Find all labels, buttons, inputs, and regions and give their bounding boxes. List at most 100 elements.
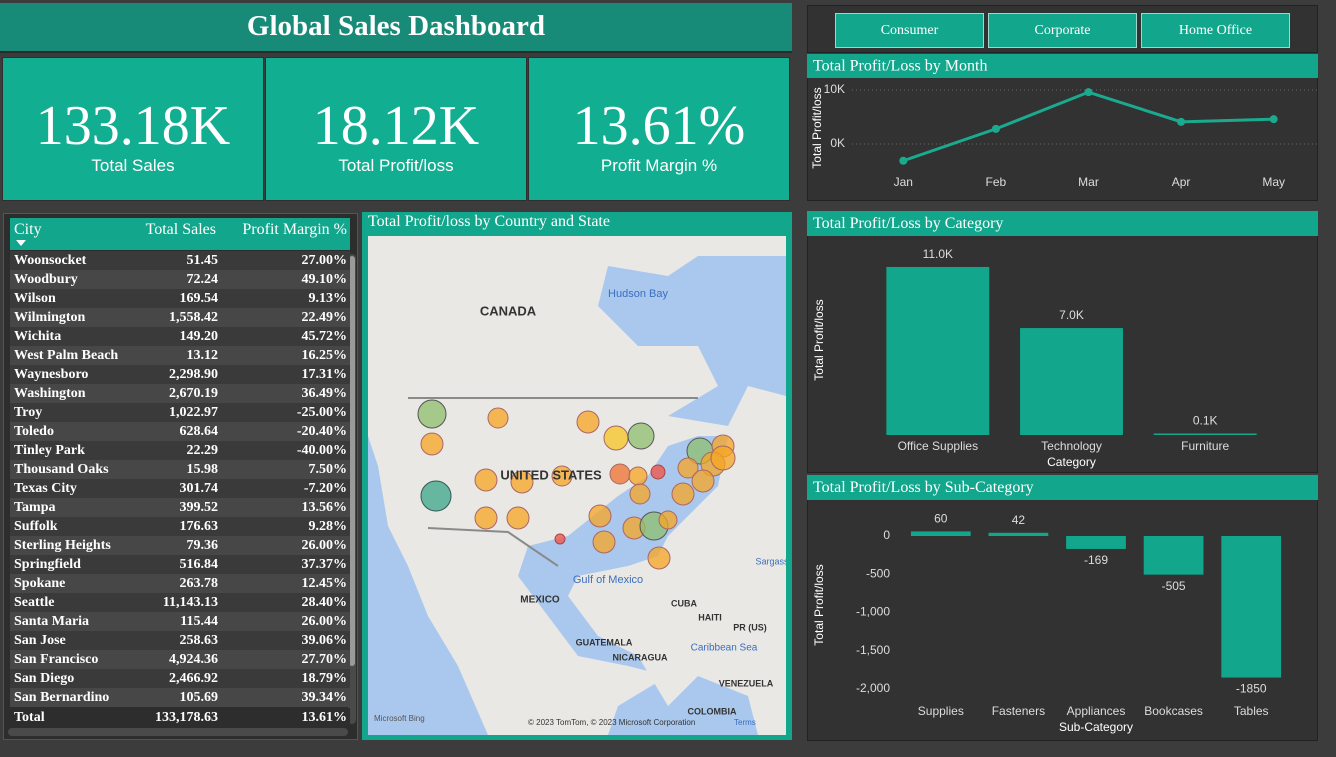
table-row: Suffolk 176.63 9.28% xyxy=(10,517,350,536)
table-cell: 39.34% xyxy=(301,690,348,705)
y-tick-label: 0K xyxy=(830,136,845,150)
table-cell: 105.69 xyxy=(179,690,219,705)
table-cell: 72.24 xyxy=(186,272,219,287)
table-cell: West Palm Beach xyxy=(14,348,119,363)
data-label: 7.0K xyxy=(1059,308,1084,322)
dashboard-title: Global Sales Dashboard xyxy=(0,3,792,53)
table-cell: 13.12 xyxy=(186,348,219,363)
slicer-button[interactable]: Consumer xyxy=(835,13,984,48)
table-cell: 9.13% xyxy=(308,291,348,306)
y-tick-label: 10K xyxy=(824,82,845,96)
y-axis-title: Total Profit/loss xyxy=(812,564,826,645)
table-row: Wilson 169.54 9.13% xyxy=(10,289,350,308)
table-row: Tinley Park 22.29 -40.00% xyxy=(10,441,350,460)
table-cell: Wilson xyxy=(14,291,56,306)
table-cell: 49.10% xyxy=(301,272,348,287)
table-cell: 4,924.36 xyxy=(169,652,218,667)
x-tick-label: Tables xyxy=(1234,704,1269,718)
table-cell: 1,022.97 xyxy=(169,405,218,420)
slicer-button[interactable]: Home Office xyxy=(1141,13,1290,48)
x-tick-label: Fasteners xyxy=(992,704,1045,718)
column-header[interactable]: Total Sales xyxy=(145,221,216,238)
map-label: Caribbean Sea xyxy=(691,643,758,654)
kpi-card: 133.18K Total Sales xyxy=(2,57,264,201)
table-cell: 16.25% xyxy=(301,348,348,363)
table-cell: 15.98 xyxy=(186,462,219,477)
table-cell: 516.84 xyxy=(179,557,219,572)
table-cell: 176.63 xyxy=(179,519,219,534)
x-axis-title: Category xyxy=(1047,455,1096,469)
total-row: Total 133,178.63 13.61% xyxy=(10,708,350,727)
map-panel: Total Profit/loss by Country and State xyxy=(362,212,792,740)
table-cell: San Diego xyxy=(14,671,75,686)
slicer-button[interactable]: Corporate xyxy=(988,13,1137,48)
table-cell: 26.00% xyxy=(301,614,348,629)
panel-header xyxy=(807,211,1318,236)
table-cell: 27.00% xyxy=(301,253,348,268)
map-label: Hudson Bay xyxy=(608,288,668,300)
table-cell: Springfield xyxy=(14,557,81,572)
table-row: Wilmington 1,558.42 22.49% xyxy=(10,308,350,327)
data-label: -1850 xyxy=(1236,682,1267,696)
table-cell: 27.70% xyxy=(301,652,348,667)
x-tick-label: May xyxy=(1262,175,1285,189)
kpi-card: 18.12K Total Profit/loss xyxy=(265,57,527,201)
table-row: Woonsocket 51.45 27.00% xyxy=(10,251,350,270)
table-row: San Diego 2,466.92 18.79% xyxy=(10,669,350,688)
data-label: 60 xyxy=(934,512,948,526)
table-row: San Francisco 4,924.36 27.70% xyxy=(10,650,350,669)
column-header[interactable]: City xyxy=(14,221,42,238)
table-row: Washington 2,670.19 36.49% xyxy=(10,384,350,403)
x-tick-label: Office Supplies xyxy=(898,439,979,453)
line xyxy=(902,90,1274,163)
table-cell: 258.63 xyxy=(179,633,219,648)
table-cell: Total xyxy=(14,710,45,725)
table-cell: 13.56% xyxy=(301,500,348,515)
table-cell: Woodbury xyxy=(14,272,78,287)
map-label: © 2023 TomTom, © 2023 Microsoft Corporat… xyxy=(528,718,695,727)
table-cell: 399.52 xyxy=(179,500,219,515)
table-row: Spokane 263.78 12.45% xyxy=(10,574,350,593)
table-cell: Woonsocket xyxy=(14,253,87,268)
point xyxy=(1269,115,1278,124)
map-label: CANADA xyxy=(480,303,537,318)
table-cell: 263.78 xyxy=(179,576,219,591)
x-tick-label: Apr xyxy=(1172,175,1191,189)
table-cell: 79.36 xyxy=(186,538,219,553)
data-label: 42 xyxy=(1012,513,1026,527)
y-tick-label: -1,000 xyxy=(856,605,890,619)
x-tick-label: Bookcases xyxy=(1144,704,1203,718)
bar xyxy=(910,531,971,537)
table-cell: 17.31% xyxy=(301,367,348,382)
table-cell: Toledo xyxy=(14,424,54,439)
panel-header xyxy=(807,54,1318,78)
table-cell: San Bernardino xyxy=(14,690,110,705)
column-header[interactable]: Profit Margin % xyxy=(242,221,347,238)
table-cell: 28.40% xyxy=(301,595,348,610)
table-row: West Palm Beach 13.12 16.25% xyxy=(10,346,350,365)
y-tick-label: -500 xyxy=(866,566,890,580)
table-cell: 22.29 xyxy=(186,443,219,458)
table-row: San Bernardino 105.69 39.34% xyxy=(10,688,350,707)
table-cell: San Jose xyxy=(14,633,66,648)
data-label: -169 xyxy=(1084,553,1108,567)
map-label: Terms xyxy=(734,718,756,727)
table-cell: 45.72% xyxy=(301,329,348,344)
y-axis-title: Total Profit/loss xyxy=(812,299,826,380)
scrollbar[interactable] xyxy=(348,254,356,724)
bar xyxy=(1221,536,1282,678)
table-cell: 51.45 xyxy=(186,253,219,268)
x-tick-label: Supplies xyxy=(918,704,964,718)
map-label: CUBA xyxy=(671,598,697,608)
point xyxy=(1084,88,1093,97)
table-cell: 18.79% xyxy=(301,671,348,686)
h-scrollbar[interactable] xyxy=(8,728,348,736)
table-cell: 2,298.90 xyxy=(169,367,218,382)
map[interactable]: CANADA Hudson Bay UNITED STATES MEXICO Gulf … xyxy=(368,236,786,735)
kpi-label: Total Profit/loss xyxy=(338,156,454,175)
table-row: Santa Maria 115.44 26.00% xyxy=(10,612,350,631)
sort-icon xyxy=(16,240,26,246)
table-cell: Wilmington xyxy=(14,310,86,325)
map-label: Gulf of Mexico xyxy=(573,574,643,586)
map-label: PR (US) xyxy=(733,622,767,632)
